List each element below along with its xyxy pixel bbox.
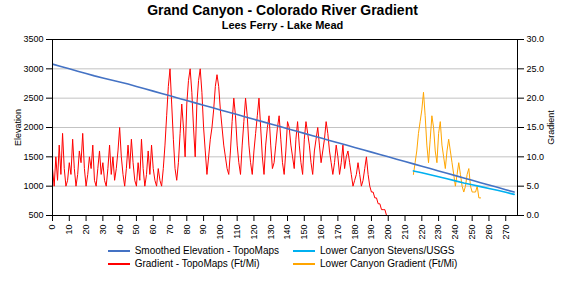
svg-text:170: 170 xyxy=(333,225,343,240)
svg-text:40: 40 xyxy=(115,225,125,235)
svg-text:0.0: 0.0 xyxy=(527,210,540,220)
svg-text:190: 190 xyxy=(366,225,376,240)
svg-text:20.0: 20.0 xyxy=(527,93,545,103)
html-text:Grand Canyon - Colorado River: Grand Canyon - Colorado River Gradient xyxy=(147,2,418,18)
svg-text:160: 160 xyxy=(316,225,326,240)
svg-text:240: 240 xyxy=(450,225,460,240)
svg-text:230: 230 xyxy=(433,225,443,240)
svg-text:3500: 3500 xyxy=(23,34,43,44)
svg-text:30: 30 xyxy=(98,225,108,235)
svg-text:80: 80 xyxy=(182,225,192,235)
svg-text:30.0: 30.0 xyxy=(527,34,545,44)
svg-text:180: 180 xyxy=(350,225,360,240)
svg-text:250: 250 xyxy=(467,225,477,240)
svg-text:260: 260 xyxy=(484,225,494,240)
svg-text:10.0: 10.0 xyxy=(527,152,545,162)
svg-text:20: 20 xyxy=(81,225,91,235)
svg-text:50: 50 xyxy=(131,225,141,235)
svg-text:150: 150 xyxy=(299,225,309,240)
html-text:Lower Canyon Gradient (Ft/Mi): Lower Canyon Gradient (Ft/Mi) xyxy=(320,258,458,269)
svg-text:Elevation: Elevation xyxy=(13,109,23,146)
svg-text:1500: 1500 xyxy=(23,152,43,162)
svg-text:5.0: 5.0 xyxy=(527,181,540,191)
svg-text:60: 60 xyxy=(148,225,158,235)
svg-text:Gradient: Gradient xyxy=(546,110,556,145)
svg-text:10: 10 xyxy=(64,225,74,235)
svg-text:3000: 3000 xyxy=(23,64,43,74)
svg-text:1000: 1000 xyxy=(23,181,43,191)
svg-text:210: 210 xyxy=(400,225,410,240)
svg-text:270: 270 xyxy=(501,225,511,240)
svg-text:500: 500 xyxy=(28,210,43,220)
svg-text:0: 0 xyxy=(47,225,57,230)
svg-text:90: 90 xyxy=(198,225,208,235)
svg-text:70: 70 xyxy=(165,225,175,235)
svg-text:220: 220 xyxy=(417,225,427,240)
svg-text:25.0: 25.0 xyxy=(527,64,545,74)
svg-text:110: 110 xyxy=(232,225,242,239)
svg-text:130: 130 xyxy=(266,225,276,240)
svg-text:2000: 2000 xyxy=(23,122,43,132)
html-text:Lees Ferry - Lake Mead: Lees Ferry - Lake Mead xyxy=(221,19,344,31)
html-text:Gradient - TopoMaps (Ft/Mi): Gradient - TopoMaps (Ft/Mi) xyxy=(134,258,260,269)
svg-text:100: 100 xyxy=(215,225,225,240)
html-text:Smoothed Elevation - TopoMaps: Smoothed Elevation - TopoMaps xyxy=(134,245,279,256)
html-text:Lower Canyon Stevens/USGS: Lower Canyon Stevens/USGS xyxy=(320,245,455,256)
svg-text:120: 120 xyxy=(249,225,259,240)
svg-text:140: 140 xyxy=(282,225,292,240)
svg-text:200: 200 xyxy=(383,225,393,240)
svg-text:15.0: 15.0 xyxy=(527,122,545,132)
svg-text:2500: 2500 xyxy=(23,93,43,103)
